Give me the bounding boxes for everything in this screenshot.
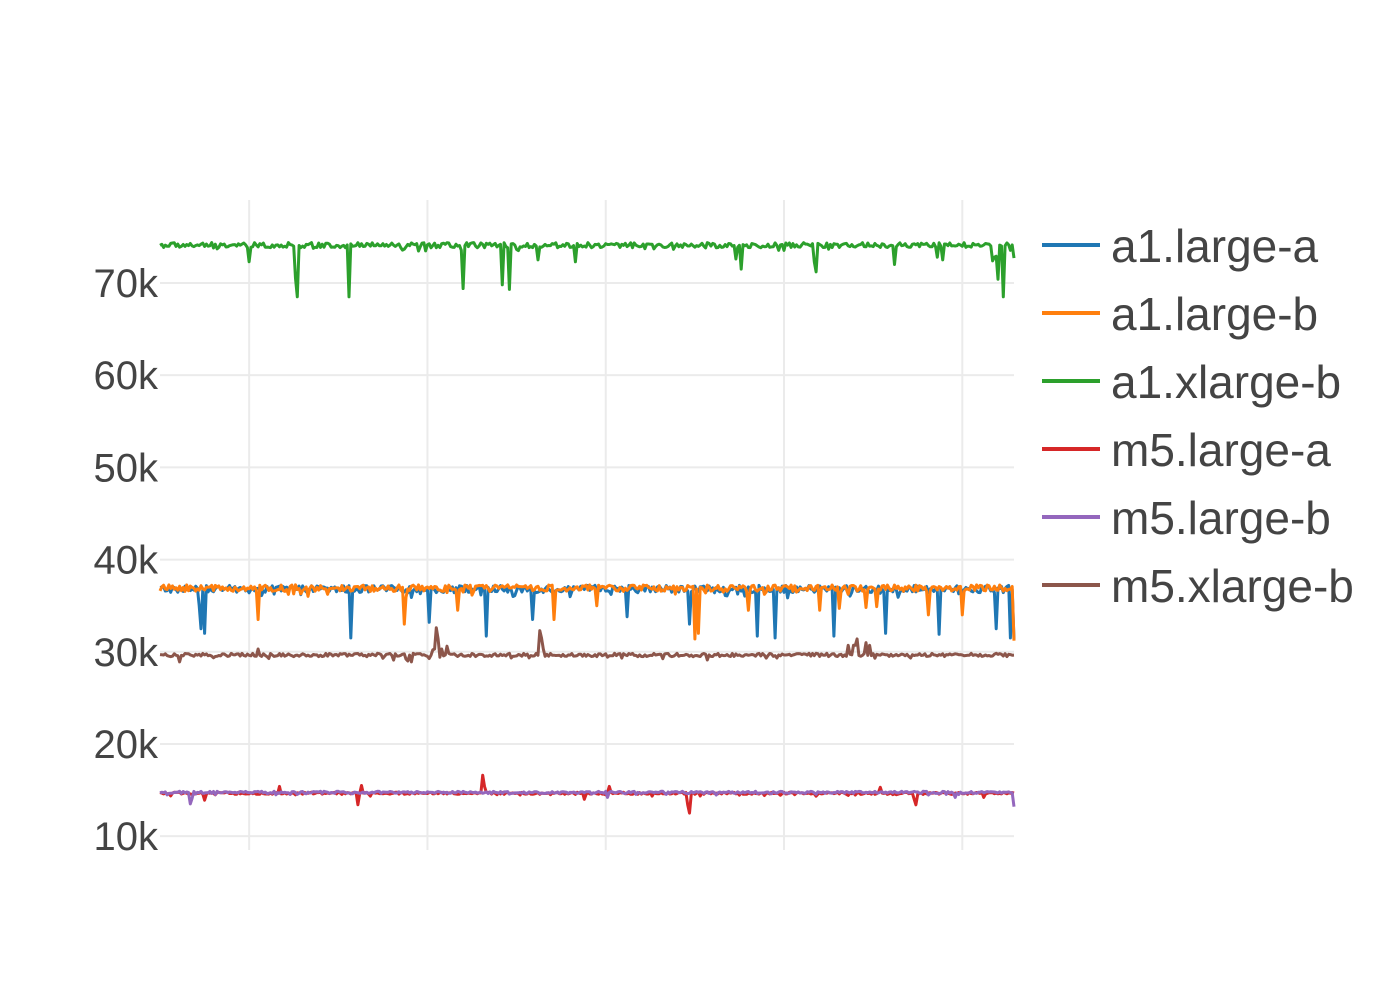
y-axis-tick-labels: 10k 20k 30k 40k 50k 60k 70k — [94, 262, 159, 859]
y-tick-label: 50k — [94, 446, 159, 490]
legend-label: m5.xlarge-b — [1111, 560, 1354, 612]
series-lines — [158, 241, 1016, 815]
y-tick-label: 40k — [94, 539, 159, 583]
grid-lines — [160, 200, 1014, 850]
series-line-m5.large-b — [159, 789, 1016, 807]
series-line-a1.xlarge-b — [159, 241, 1016, 299]
legend-label: a1.large-a — [1111, 220, 1319, 272]
y-tick-label: 10k — [94, 815, 159, 859]
y-tick-label: 20k — [94, 723, 159, 767]
legend-label: m5.large-b — [1111, 492, 1331, 544]
legend[interactable]: a1.large-a a1.large-b a1.xlarge-b m5.large-… — [1042, 220, 1354, 612]
legend-label: a1.large-b — [1111, 288, 1318, 340]
y-tick-label: 70k — [94, 262, 159, 306]
legend-item[interactable]: m5.large-a — [1042, 424, 1331, 476]
series-line-m5.xlarge-b — [159, 626, 1015, 664]
y-tick-label: 30k — [94, 631, 159, 675]
series-line-a1.large-b — [158, 583, 1016, 641]
legend-item[interactable]: m5.xlarge-b — [1042, 560, 1354, 612]
y-tick-label: 60k — [94, 354, 159, 398]
legend-label: a1.xlarge-b — [1111, 356, 1341, 408]
legend-item[interactable]: a1.large-b — [1042, 288, 1318, 340]
legend-item[interactable]: a1.xlarge-b — [1042, 356, 1341, 408]
legend-item[interactable]: a1.large-a — [1042, 220, 1319, 272]
legend-item[interactable]: m5.large-b — [1042, 492, 1331, 544]
legend-label: m5.large-a — [1111, 424, 1331, 476]
